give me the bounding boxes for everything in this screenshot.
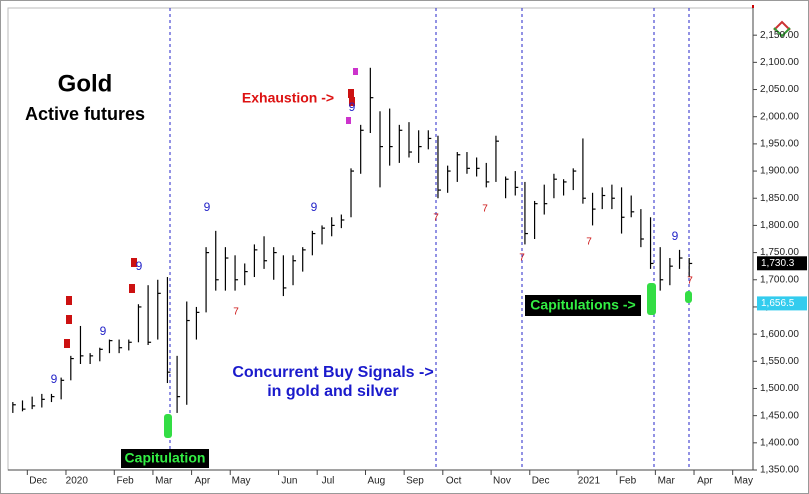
annotation: Exhaustion -> xyxy=(242,90,334,106)
count-label: 7 xyxy=(433,213,439,224)
count-label: 7 xyxy=(482,204,488,215)
x-tick-label: May xyxy=(734,476,753,487)
annotation-box xyxy=(525,295,641,316)
y-tick-label: 1,600.00 xyxy=(760,329,799,340)
count-label: 7 xyxy=(586,237,592,248)
buy-marker xyxy=(164,414,172,438)
annotation-box xyxy=(121,449,209,468)
sell-marker xyxy=(64,339,70,348)
x-tick-label: Jul xyxy=(322,476,335,487)
x-tick-label: Mar xyxy=(658,476,676,487)
x-tick-label: 2021 xyxy=(578,476,601,487)
toolbar-icon[interactable] xyxy=(773,20,791,38)
annotation: Concurrent Buy Signals -> xyxy=(232,364,433,381)
annotation: Capitulations -> xyxy=(530,297,635,313)
count-label: 9 xyxy=(311,200,318,214)
y-tick-label: 2,100.00 xyxy=(760,57,799,68)
price-flag xyxy=(757,296,807,311)
chart-title: Gold xyxy=(58,70,113,97)
price-flag-label: 1,730.3 xyxy=(761,258,795,269)
x-tick-label: Aug xyxy=(367,476,385,487)
y-tick-label: 1,800.00 xyxy=(760,220,799,231)
y-tick-label: 1,450.00 xyxy=(760,410,799,421)
x-tick-label: Feb xyxy=(619,476,637,487)
y-tick-label: 2,150.00 xyxy=(760,30,799,41)
price-flag xyxy=(757,256,807,271)
sell-marker xyxy=(348,89,354,98)
count-label: 9 xyxy=(100,324,107,338)
y-tick-label: 1,850.00 xyxy=(760,193,799,204)
x-tick-label: Oct xyxy=(446,476,462,487)
y-tick-label: 1,900.00 xyxy=(760,166,799,177)
count-label: 9 xyxy=(672,229,679,243)
count-label: 7 xyxy=(519,253,525,264)
x-tick-label: 2020 xyxy=(66,476,89,487)
sell-marker xyxy=(349,97,355,106)
count-label: 9 xyxy=(349,100,356,114)
x-tick-label: Dec xyxy=(532,476,550,487)
y-tick-label: 2,000.00 xyxy=(760,111,799,122)
exhaustion-marker xyxy=(353,68,358,75)
x-tick-label: Apr xyxy=(697,476,713,487)
sell-marker xyxy=(129,284,135,293)
sell-marker xyxy=(66,296,72,305)
annotation: in gold and silver xyxy=(267,383,399,400)
signal-markers xyxy=(64,68,692,438)
y-tick-label: 1,550.00 xyxy=(760,356,799,367)
x-tick-label: Mar xyxy=(155,476,173,487)
x-tick-label: Sep xyxy=(406,476,424,487)
x-tick-label: Feb xyxy=(116,476,134,487)
y-tick-label: 2,050.00 xyxy=(760,84,799,95)
buy-marker xyxy=(685,291,692,303)
y-tick-label: 1,500.00 xyxy=(760,383,799,394)
y-tick-label: 1,400.00 xyxy=(760,437,799,448)
x-tick-label: Jun xyxy=(281,476,297,487)
count-label: 7 xyxy=(233,307,239,318)
price-flag-label: 1,656.5 xyxy=(761,298,795,309)
x-tick-label: Dec xyxy=(29,476,47,487)
exhaustion-marker xyxy=(346,117,351,124)
y-tick-label: 1,700.00 xyxy=(760,274,799,285)
signal-lines xyxy=(169,8,690,470)
y-tick-label: 1,350.00 xyxy=(760,465,799,476)
x-tick-label: May xyxy=(232,476,251,487)
chart-subtitle: Active futures xyxy=(25,104,145,124)
sell-marker xyxy=(66,315,72,324)
x-tick-label: Nov xyxy=(493,476,511,487)
icon-part xyxy=(773,27,791,38)
icon-part xyxy=(773,20,791,31)
y-tick-label: 1,750.00 xyxy=(760,247,799,258)
x-tick-label: Apr xyxy=(195,476,211,487)
count-label: 7 xyxy=(687,276,693,287)
sell-marker xyxy=(131,258,137,267)
y-tick-label: 1,950.00 xyxy=(760,139,799,150)
count-label: 9 xyxy=(204,200,211,214)
buy-marker xyxy=(647,283,656,315)
annotation: Capitulation xyxy=(125,450,206,466)
count-label: 9 xyxy=(136,259,143,273)
count-label: 9 xyxy=(51,372,58,386)
